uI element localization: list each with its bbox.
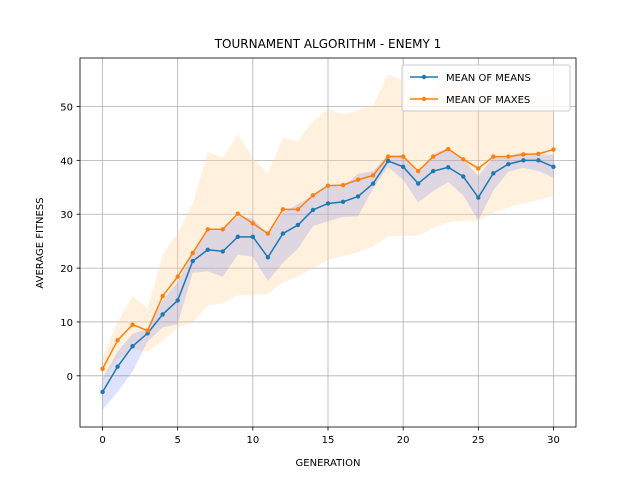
data-point	[250, 221, 256, 226]
data-point	[521, 158, 526, 163]
x-tick-label: 5	[175, 435, 181, 446]
data-point	[280, 231, 286, 236]
x-tick-label: 10	[246, 435, 259, 446]
data-point	[175, 298, 180, 303]
data-point	[100, 366, 105, 372]
data-point	[160, 293, 165, 299]
data-point	[130, 322, 135, 327]
data-point	[310, 207, 316, 213]
legend-swatch-marker	[421, 96, 427, 102]
data-point	[461, 174, 466, 179]
data-point	[536, 158, 541, 163]
data-point	[506, 154, 511, 159]
data-point	[115, 338, 120, 343]
x-tick-label: 0	[99, 435, 105, 446]
data-point	[551, 164, 556, 170]
y-axis-label: AVERAGE FITNESS	[35, 197, 46, 288]
x-tick-label: 30	[547, 435, 560, 446]
data-point	[506, 161, 511, 167]
data-point	[295, 222, 301, 228]
data-point	[325, 201, 331, 206]
y-tick-label: 0	[67, 372, 73, 383]
legend-swatch-marker	[421, 74, 427, 80]
data-point	[205, 247, 210, 252]
data-point	[160, 312, 165, 317]
data-point	[431, 154, 436, 159]
data-point	[491, 171, 496, 176]
data-point	[340, 199, 346, 205]
data-point	[521, 152, 526, 157]
x-tick-label: 20	[397, 435, 410, 446]
x-tick-label: 25	[472, 435, 485, 446]
data-point	[385, 154, 391, 159]
data-point	[551, 147, 556, 152]
x-axis-label: GENERATION	[296, 458, 361, 469]
data-point	[385, 158, 391, 164]
data-point	[310, 193, 316, 198]
data-point	[491, 154, 496, 159]
y-tick-label: 20	[60, 264, 73, 275]
data-point	[220, 227, 225, 232]
data-point	[446, 165, 451, 170]
data-point	[415, 181, 421, 186]
data-point	[400, 154, 406, 159]
chart-title: TOURNAMENT ALGORITHM - ENEMY 1	[214, 37, 442, 51]
legend-label: MEAN OF MAXES	[446, 95, 530, 106]
data-point	[461, 157, 466, 162]
confidence-band	[102, 74, 554, 382]
data-point	[175, 274, 180, 279]
data-point	[325, 183, 331, 188]
data-point	[536, 151, 541, 157]
data-point	[476, 195, 481, 200]
legend: MEAN OF MEANS MEAN OF MAXES	[401, 64, 571, 112]
data-point	[190, 250, 195, 256]
data-point	[100, 389, 105, 395]
data-point	[446, 146, 451, 152]
y-tick-label: 50	[60, 102, 73, 113]
data-point	[130, 343, 135, 349]
data-point	[400, 164, 406, 170]
data-point	[145, 328, 150, 333]
data-point	[235, 211, 241, 216]
plot-area: 0 5 10 15 20 25 30 0 10 20 30 40 50	[60, 57, 577, 446]
data-point	[220, 249, 225, 254]
data-point	[476, 166, 481, 171]
y-tick-label: 40	[60, 156, 73, 167]
data-point	[250, 234, 256, 240]
data-point	[355, 177, 361, 182]
data-point	[190, 258, 195, 264]
y-tick-label: 10	[60, 318, 73, 329]
data-point	[115, 364, 120, 369]
data-point	[280, 207, 286, 212]
data-point	[431, 168, 436, 174]
data-point	[355, 194, 361, 199]
data-point	[265, 231, 271, 236]
data-point	[235, 234, 241, 240]
legend-label: MEAN OF MEANS	[446, 73, 531, 84]
confidence-band	[102, 147, 554, 410]
data-point	[415, 168, 421, 174]
data-point	[370, 181, 376, 186]
data-point	[205, 227, 210, 232]
legend-box	[401, 64, 571, 112]
data-point	[370, 173, 376, 178]
data-point	[295, 207, 301, 212]
data-point	[340, 182, 346, 188]
data-point	[265, 255, 271, 260]
x-tick-label: 15	[322, 435, 335, 446]
y-tick-label: 30	[60, 210, 73, 221]
